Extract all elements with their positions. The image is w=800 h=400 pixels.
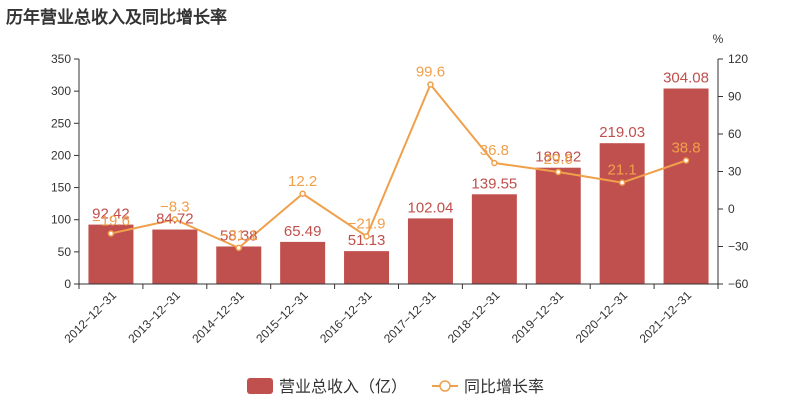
right-axis-tick-label: −30 bbox=[728, 240, 749, 254]
bar-value-label: 92.42 bbox=[92, 206, 130, 223]
bar-value-label: 84.72 bbox=[156, 211, 194, 228]
left-y-axis: 0 50 100 150 200 250 300 350 bbox=[51, 52, 80, 291]
revenue-bars bbox=[88, 88, 709, 285]
bar-value-label: 65.49 bbox=[284, 223, 322, 240]
growth-value-label: −8.3 bbox=[160, 198, 190, 215]
x-axis-tick-label: 2013−12−31 bbox=[125, 288, 183, 346]
legend-line-label[interactable]: 同比增长率 bbox=[464, 378, 544, 396]
growth-point bbox=[171, 216, 179, 223]
revenue-bar bbox=[152, 229, 198, 284]
growth-point bbox=[682, 157, 690, 164]
revenue-bar bbox=[535, 167, 581, 284]
x-axis-tick-label: 2020−12−31 bbox=[573, 288, 631, 346]
growth-value-label: −31.1 bbox=[220, 227, 258, 244]
x-axis-tick-label: 2015−12−31 bbox=[253, 288, 311, 346]
growth-value-label: −19.6 bbox=[92, 213, 130, 230]
revenue-bar bbox=[216, 246, 262, 284]
right-y-axis: −60 −30 0 30 60 90 120% bbox=[713, 32, 749, 291]
growth-line-path bbox=[110, 82, 687, 250]
left-axis-tick-label: 250 bbox=[51, 116, 71, 130]
bar-value-label: 58.38 bbox=[220, 227, 258, 244]
right-axis-tick-label: 90 bbox=[728, 90, 742, 104]
growth-point bbox=[427, 81, 434, 88]
growth-value-label: −21.9 bbox=[348, 215, 386, 232]
x-axis: 2012−12−31 2013−12−31 2014−12−31 2015−12−31… bbox=[62, 283, 719, 346]
bar-value-label: 219.03 bbox=[599, 124, 645, 141]
growth-line bbox=[107, 81, 690, 252]
growth-value-label: 38.8 bbox=[671, 140, 700, 157]
revenue-bar bbox=[599, 143, 645, 284]
right-axis-tick-label: 30 bbox=[728, 165, 742, 179]
x-axis-tick-label: 2017−12−31 bbox=[381, 288, 439, 346]
left-axis-tick-label: 150 bbox=[51, 181, 71, 195]
x-axis-tick-label: 2012−12−31 bbox=[62, 288, 120, 346]
growth-point bbox=[555, 168, 562, 176]
left-axis-tick-label: 50 bbox=[58, 245, 72, 259]
right-axis-unit-label: % bbox=[713, 32, 724, 46]
right-axis-tick-label: −60 bbox=[728, 277, 749, 291]
growth-point bbox=[491, 159, 498, 167]
left-axis-tick-label: 0 bbox=[64, 277, 71, 291]
growth-value-label: 21.1 bbox=[608, 162, 637, 179]
left-axis-tick-label: 350 bbox=[51, 52, 71, 66]
bar-value-label: 304.08 bbox=[663, 70, 709, 87]
x-axis-tick-label: 2014−12−31 bbox=[189, 288, 247, 346]
revenue-bar bbox=[407, 218, 453, 284]
bar-value-label: 139.55 bbox=[471, 175, 517, 192]
x-axis-tick-label: 2021−12−31 bbox=[637, 288, 695, 346]
growth-point bbox=[107, 230, 115, 237]
revenue-bar bbox=[663, 88, 709, 285]
line-value-labels: −19.6 −8.3 −31.1 12.2 −21.9 99.6 36.8 29.6 21.1 3… bbox=[92, 64, 701, 244]
chart-title: 历年营业总收入及同比增长率 bbox=[6, 8, 227, 27]
left-axis-tick-label: 300 bbox=[51, 84, 71, 98]
growth-value-label: 36.8 bbox=[480, 142, 509, 159]
bar-value-labels: 92.42 84.72 58.38 65.49 51.13 102.04 139.55 180… bbox=[92, 70, 709, 250]
legend-line-marker bbox=[439, 380, 451, 392]
right-axis-tick-label: 60 bbox=[728, 127, 742, 141]
growth-point bbox=[363, 233, 370, 240]
growth-point bbox=[235, 244, 242, 252]
legend-bar-label[interactable]: 营业总收入（亿） bbox=[279, 378, 407, 396]
growth-value-label: 99.6 bbox=[416, 64, 445, 81]
growth-point bbox=[618, 179, 626, 186]
x-axis-tick-label: 2018−12−31 bbox=[445, 288, 503, 346]
x-axis-tick-label: 2019−12−31 bbox=[509, 288, 567, 346]
revenue-bar bbox=[344, 251, 390, 284]
right-axis-tick-label: 0 bbox=[728, 202, 735, 216]
left-axis-tick-label: 100 bbox=[51, 213, 71, 227]
legend[interactable]: 营业总收入（亿） 同比增长率 bbox=[247, 378, 544, 396]
right-axis-tick-label: 120 bbox=[728, 52, 748, 66]
left-axis-tick-label: 200 bbox=[51, 148, 71, 162]
x-axis-tick-label: 2016−12−31 bbox=[317, 288, 375, 346]
growth-value-label: 12.2 bbox=[288, 173, 317, 190]
bar-value-label: 180.92 bbox=[535, 149, 581, 166]
revenue-bar bbox=[471, 194, 517, 284]
growth-value-label: 29.6 bbox=[544, 151, 573, 168]
legend-bar-swatch bbox=[247, 378, 273, 394]
bar-value-label: 51.13 bbox=[348, 232, 386, 249]
revenue-bar bbox=[280, 241, 326, 284]
bar-value-label: 102.04 bbox=[408, 199, 454, 216]
growth-point bbox=[299, 190, 306, 197]
